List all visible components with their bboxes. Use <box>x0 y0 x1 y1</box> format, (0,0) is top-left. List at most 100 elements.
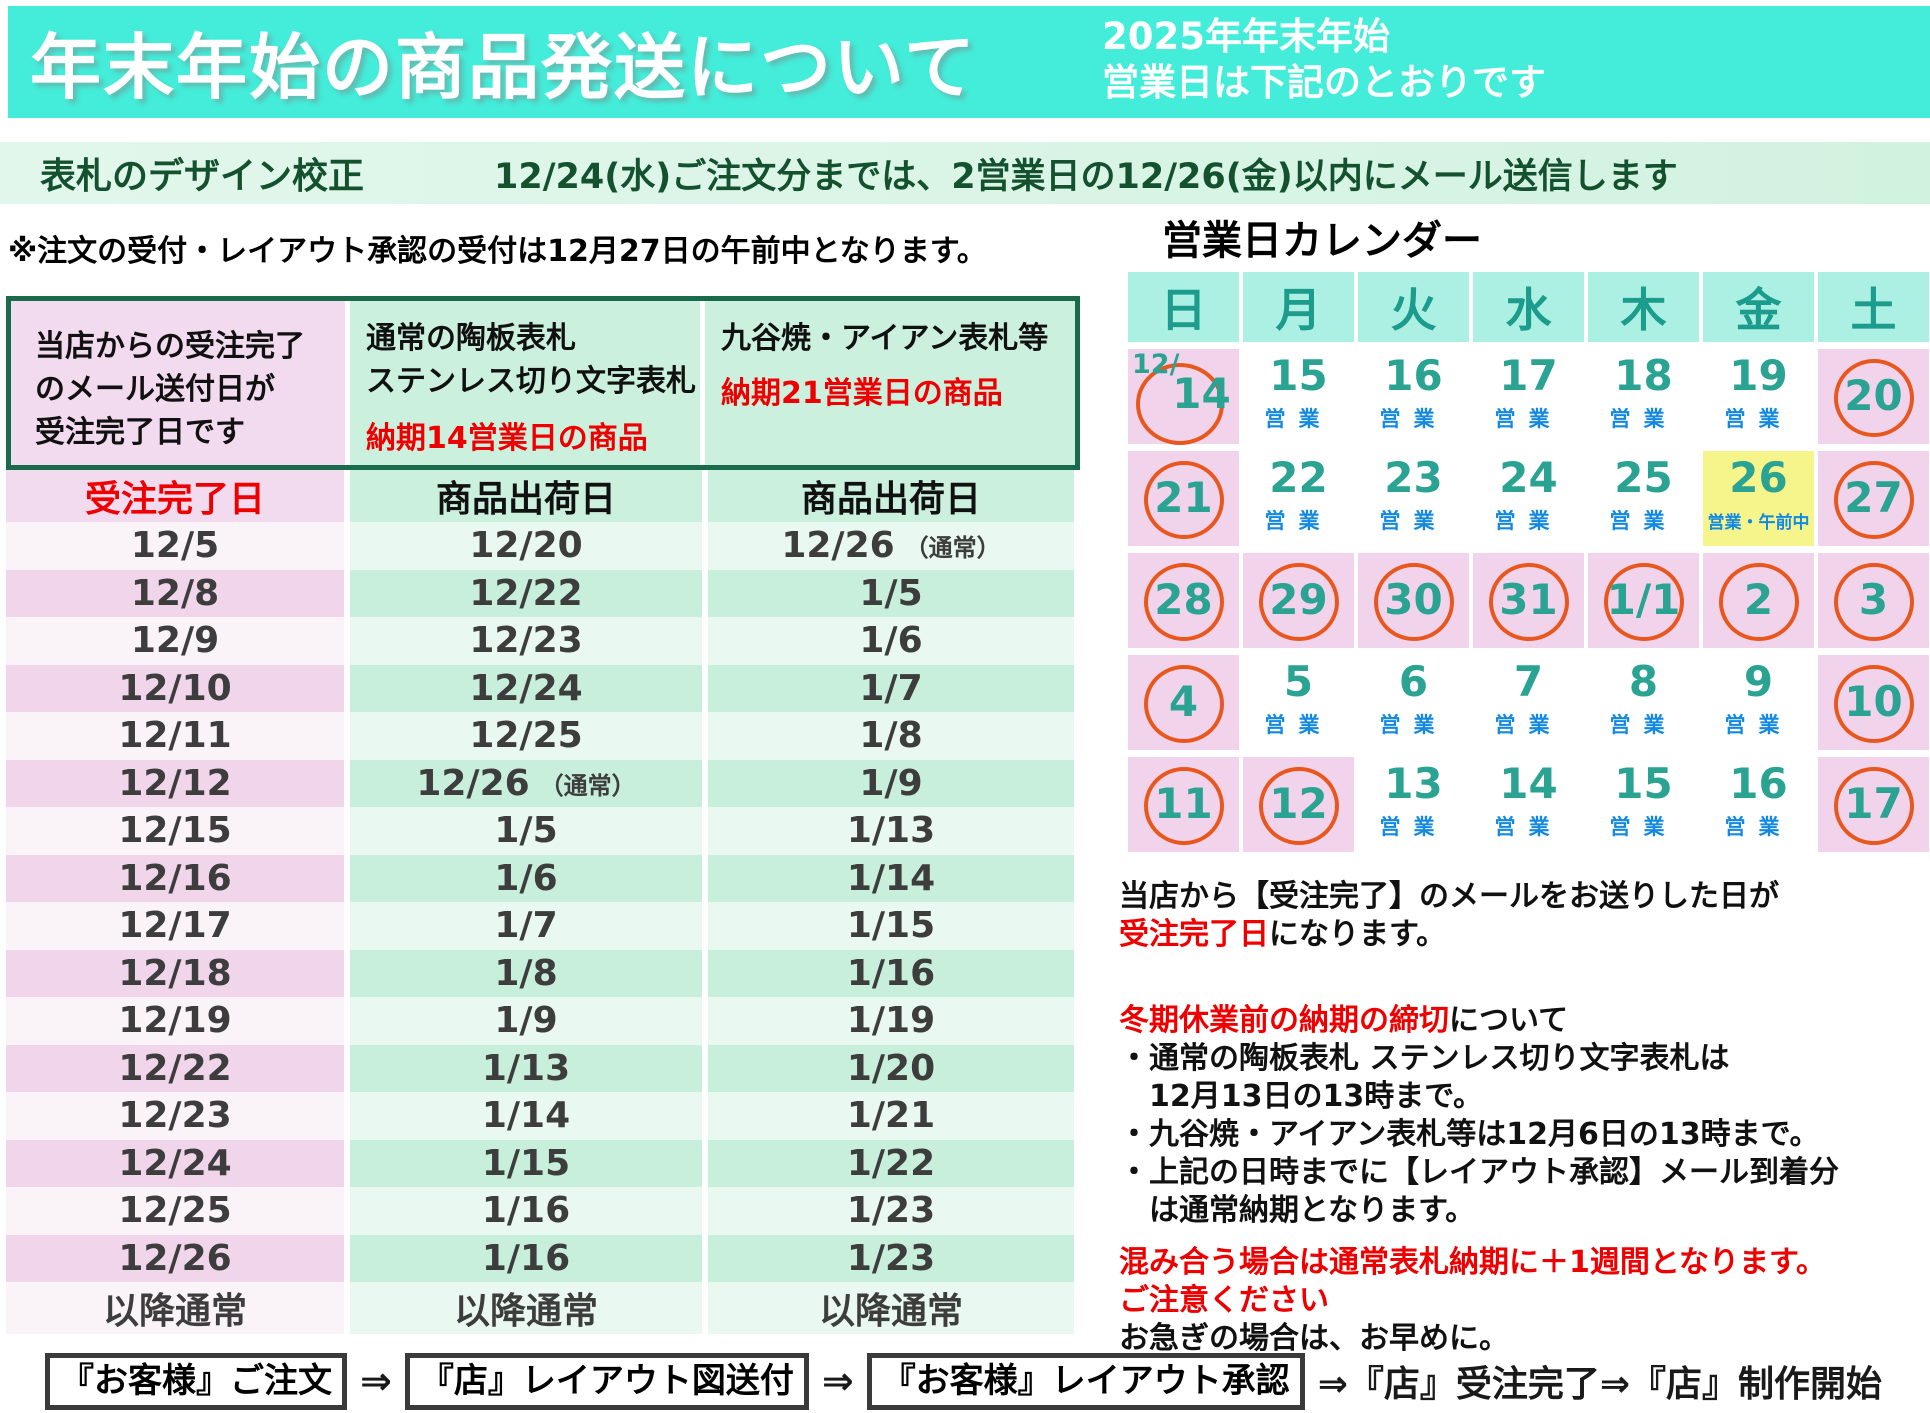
cell-date: 1/8 <box>859 715 923 757</box>
cell-date: 1/5 <box>859 572 923 614</box>
table-cell: 12/26 （通常） <box>350 759 702 807</box>
calendar-day-cell: 3 <box>1818 553 1929 648</box>
table-cell: 1/7 <box>708 664 1074 712</box>
table-header-line: 通常の陶板表札 <box>366 321 576 356</box>
holiday-circle <box>1718 563 1799 641</box>
open-label: 営業 <box>1379 509 1448 533</box>
table-cell: 12/17 <box>6 902 344 950</box>
cell-date: 12/10 <box>118 667 232 709</box>
calendar-day-cell: 18 営業 <box>1588 349 1699 444</box>
table-cell: 12/15 <box>6 807 344 855</box>
day-number: 14 <box>1172 369 1231 418</box>
calendar-day-cell: 23 営業 <box>1358 451 1469 546</box>
table-row: 12/15 1/5 1/13 <box>6 807 1080 855</box>
calendar-day-cell: 21 <box>1128 451 1239 546</box>
table-cell: 1/20 <box>708 1044 1074 1092</box>
table-row: 12/9 12/23 1/6 <box>6 617 1080 665</box>
table-cell: 12/22 <box>350 569 702 617</box>
table-cell: 1/14 <box>350 1092 702 1140</box>
table-cell: 12/26 <box>6 1234 344 1282</box>
table-row: 12/10 12/24 1/7 <box>6 664 1080 712</box>
shipping-table-body: 12/5 12/20 12/26 （通常） 12/8 12/22 1/5 12/9 12/23 1… <box>6 522 1080 1334</box>
open-label: 営業 <box>1609 713 1678 737</box>
day-number: 29 <box>1269 575 1328 624</box>
table-cell: 1/23 <box>708 1187 1074 1235</box>
table-cell: 1/6 <box>708 617 1074 665</box>
cell-date: 12/24 <box>118 1142 232 1184</box>
design-proof-detail: 12/24(水)ご注文分までは、2営業日の12/26(金)以内にメール送信します <box>494 156 1678 197</box>
cell-date: 12/19 <box>118 1000 232 1042</box>
holiday-circle <box>1258 767 1339 845</box>
day-number: 27 <box>1844 473 1903 522</box>
note-line: 冬期休業前の納期の締切について <box>1119 1002 1925 1040</box>
table-cell: 以降通常 <box>708 1282 1074 1334</box>
cell-date: 12/8 <box>130 572 220 614</box>
cell-date: 1/9 <box>494 1000 558 1042</box>
cell-date: 12/25 <box>118 1190 232 1232</box>
table-cell: 1/15 <box>350 1139 702 1187</box>
flow-step-box: 『お客様』レイアウト承認 <box>866 1352 1305 1410</box>
calendar-weekday-header: 月 <box>1243 272 1354 342</box>
cell-date: 1/7 <box>494 905 558 947</box>
holiday-circle <box>1143 563 1224 641</box>
calendar-day-cell: 6 営業 <box>1358 655 1469 750</box>
cell-date: 12/26 <box>416 762 530 804</box>
day-number: 17 <box>1499 351 1558 400</box>
holiday-circle <box>1373 563 1454 641</box>
table-header-cell: 当店からの受注完了 のメール送付日が 受注完了日です <box>11 301 345 465</box>
cell-date: 12/22 <box>469 572 583 614</box>
calendar-day-cell: 17 営業 <box>1473 349 1584 444</box>
note-line: ・通常の陶板表札 ステンレス切り文字表札は <box>1119 1040 1925 1078</box>
table-row: 12/16 1/6 1/14 <box>6 854 1080 902</box>
business-day-calendar: 日月火水木金土 12/14 15 営業 16 営業 17 営業 18 営業 19 営業 20 21 22 営業… <box>1128 272 1929 852</box>
day-number: 17 <box>1844 779 1903 828</box>
table-cell: 以降通常 <box>350 1282 702 1334</box>
table-header-cell: 通常の陶板表札 ステンレス切り文字表札 納期14営業日の商品 <box>350 301 700 465</box>
note-text: は通常納期となります。 <box>1119 1193 1476 1228</box>
calendar-day-cell: 22 営業 <box>1243 451 1354 546</box>
table-cell: 1/19 <box>708 997 1074 1045</box>
day-number: 26 <box>1729 453 1788 502</box>
cell-date: 1/13 <box>481 1047 571 1089</box>
day-number: 18 <box>1614 351 1673 400</box>
table-cell: 12/24 <box>350 664 702 712</box>
open-label: 営業 <box>1609 509 1678 533</box>
cell-date: 1/5 <box>494 810 558 852</box>
day-number: 6 <box>1398 657 1429 706</box>
table-cell: 1/15 <box>708 902 1074 950</box>
day-number: 22 <box>1269 453 1328 502</box>
day-number: 10 <box>1844 677 1903 726</box>
business-period-note: 2025年年末年始 営業日は下記のとおりです <box>1102 14 1546 107</box>
day-number: 1/1 <box>1606 575 1681 624</box>
table-cell: 12/24 <box>6 1139 344 1187</box>
cell-note: （通常） <box>904 534 1001 563</box>
table-cell: 12/11 <box>6 712 344 760</box>
note-text: ・上記の日時までに【レイアウト承認】メール到着分 <box>1119 1155 1839 1190</box>
shipping-table-header-block: 当店からの受注完了 のメール送付日が 受注完了日です 通常の陶板表札ステンレス切り文字… <box>6 296 1080 470</box>
note-text: ・通常の陶板表札 ステンレス切り文字表札は <box>1119 1041 1730 1076</box>
table-cell: 12/9 <box>6 617 344 665</box>
holiday-circle <box>1603 563 1684 641</box>
calendar-day-cell: 19 営業 <box>1703 349 1814 444</box>
holiday-circle <box>1258 563 1339 641</box>
day-number: 9 <box>1743 657 1774 706</box>
table-row: 以降通常 以降通常 以降通常 <box>6 1282 1080 1334</box>
cell-date: 1/14 <box>846 857 936 899</box>
open-label: 営業 <box>1494 815 1563 839</box>
cell-date: 12/12 <box>118 762 232 804</box>
table-header-line: ステンレス切り文字表札 <box>366 364 696 399</box>
day-number: 21 <box>1154 473 1213 522</box>
cell-date: 12/18 <box>118 952 232 994</box>
open-label: 営業 <box>1264 509 1333 533</box>
open-label: 営業 <box>1724 407 1793 431</box>
table-row: 12/23 1/14 1/21 <box>6 1092 1080 1140</box>
calendar-day-cell: 8 営業 <box>1588 655 1699 750</box>
note-line: 12月13日の13時まで。 <box>1119 1078 1925 1116</box>
table-header-line: 当店からの受注完了 <box>35 329 305 364</box>
cell-date: 12/15 <box>118 810 232 852</box>
day-number: 19 <box>1729 351 1788 400</box>
note-line: ・九谷焼・アイアン表札等は12月6日の13時まで。 <box>1119 1116 1925 1154</box>
note-paragraph: 冬期休業前の納期の締切について ・通常の陶板表札 ステンレス切り文字表札は 12月… <box>1119 1002 1925 1230</box>
calendar-weekday-header: 土 <box>1818 272 1929 342</box>
holiday-circle <box>1833 767 1914 845</box>
